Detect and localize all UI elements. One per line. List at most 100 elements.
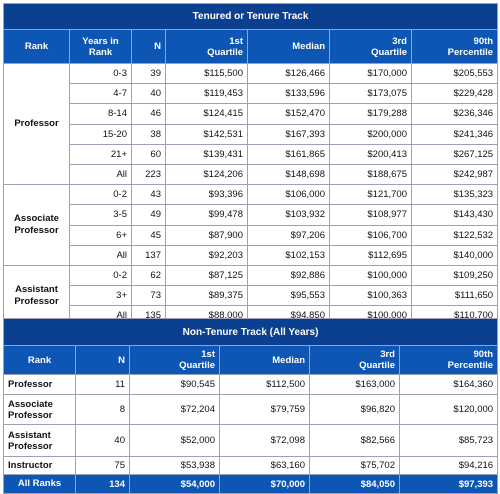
median-cell: $106,000: [247, 184, 330, 206]
n-cell: 8: [75, 394, 130, 425]
q3-cell: $188,675: [329, 163, 412, 186]
tenured-salary-table: Tenured or Tenure Track Rank Years in Ran…: [2, 3, 499, 347]
median-cell: $97,206: [247, 224, 330, 246]
q3-cell: $173,075: [329, 83, 412, 105]
col-header-rank: Rank: [3, 345, 76, 375]
rank-cell: Professor: [3, 374, 76, 395]
q1-cell: $139,431: [165, 143, 248, 165]
p90-cell: $242,987: [410, 163, 499, 186]
q3-cell: $200,000: [329, 123, 412, 145]
p90-cell: $135,323: [410, 184, 499, 206]
median-cell: $148,698: [247, 163, 330, 186]
q1-cell: $119,453: [165, 83, 248, 105]
table-row: All 137 $92,203 $102,153 $112,695 $140,000: [4, 244, 499, 266]
n-cell: 45: [131, 224, 166, 246]
col-header-n: N: [131, 29, 166, 64]
rank-cell: Professor: [3, 62, 70, 186]
q3-cell: $106,700: [329, 224, 412, 246]
q1-cell: $90,545: [129, 374, 220, 395]
table-row: All 223 $124,206 $148,698 $188,675 $242,987: [4, 163, 499, 186]
table-row: 21+ 60 $139,431 $161,865 $200,413 $267,125: [4, 143, 499, 165]
median-cell: $103,932: [247, 204, 330, 226]
p90-cell: $241,346: [410, 123, 499, 145]
years-cell: 21+: [69, 143, 132, 165]
table-row: Assistant Professor 40 $52,000 $72,098 $82,5…: [3, 424, 499, 457]
q1-cell: $92,203: [165, 244, 248, 266]
q1-cell: $115,500: [165, 62, 248, 85]
median-cell: $152,470: [247, 103, 330, 125]
p90-cell: $109,250: [410, 264, 499, 287]
rank-cell: Instructor: [3, 456, 76, 475]
n-cell: 40: [75, 424, 130, 457]
years-cell: 0-2: [69, 184, 132, 206]
n-cell: 134: [75, 474, 130, 494]
years-cell: 3+: [69, 285, 132, 307]
q3-cell: $82,566: [309, 424, 400, 457]
p90-cell: $205,553: [410, 62, 499, 85]
p90-cell: $85,723: [398, 424, 499, 457]
q1-cell: $87,900: [165, 224, 248, 246]
n-cell: 62: [131, 264, 166, 287]
years-cell: 6+: [69, 224, 132, 246]
col-header-n: N: [75, 345, 130, 375]
q1-cell: $89,375: [165, 285, 248, 307]
years-cell: All: [69, 244, 132, 266]
years-cell: All: [69, 163, 132, 186]
median-cell: $167,393: [247, 123, 330, 145]
p90-cell: $267,125: [410, 143, 499, 165]
col-header-rank: Rank: [3, 29, 70, 64]
p90-cell: $143,430: [410, 204, 499, 226]
nontenure-salary-table: Non-Tenure Track (All Years) Rank N 1st Q…: [2, 318, 499, 494]
q1-cell: $54,000: [129, 474, 220, 494]
q3-cell: $121,700: [329, 184, 412, 206]
years-cell: 0-2: [69, 264, 132, 287]
table-row: Associate Professor 0-2 43 $93,396 $106,000 $…: [3, 184, 499, 266]
n-cell: 60: [131, 143, 166, 165]
table-row: Professor 11 $90,545 $112,500 $163,000 $164,3…: [3, 374, 499, 395]
median-cell: $102,153: [247, 244, 330, 266]
q3-cell: $75,702: [309, 456, 400, 475]
q3-cell: $100,363: [329, 285, 412, 307]
p90-cell: $229,428: [410, 83, 499, 105]
rank-cell: All Ranks: [3, 474, 76, 494]
table-row: 3+ 73 $89,375 $95,553 $100,363 $111,650: [4, 285, 499, 307]
q3-cell: $163,000: [309, 374, 400, 395]
q1-cell: $53,938: [129, 456, 220, 475]
q1-cell: $52,000: [129, 424, 220, 457]
table-row: 8-14 46 $124,415 $152,470 $179,288 $236,346: [4, 103, 499, 125]
q1-cell: $72,204: [129, 394, 220, 425]
p90-cell: $111,650: [410, 285, 499, 307]
q1-cell: $99,478: [165, 204, 248, 226]
col-header-q1: 1st Quartile: [165, 29, 248, 64]
q1-cell: $124,206: [165, 163, 248, 186]
q3-cell: $112,695: [329, 244, 412, 266]
table-row: Associate Professor 8 $72,204 $79,759 $96,82…: [3, 394, 499, 425]
table-title: Non-Tenure Track (All Years): [2, 318, 499, 346]
col-header-median: Median: [247, 29, 330, 64]
p90-cell: $97,393: [398, 474, 499, 494]
total-row: All Ranks 134 $54,000 $70,000 $84,050 $97,393: [3, 474, 499, 494]
rank-cell: Associate Professor: [3, 394, 76, 425]
table-row: 6+ 45 $87,900 $97,206 $106,700 $122,532: [4, 224, 499, 246]
col-header-p90: 90th Percentile: [398, 345, 499, 375]
q1-cell: $124,415: [165, 103, 248, 125]
table-row: Instructor 75 $53,938 $63,160 $75,702 $94,216: [3, 456, 499, 475]
median-cell: $133,596: [247, 83, 330, 105]
q1-cell: $93,396: [165, 184, 248, 206]
median-cell: $70,000: [219, 474, 310, 494]
median-cell: $72,098: [219, 424, 310, 457]
q1-cell: $142,531: [165, 123, 248, 145]
q1-cell: $87,125: [165, 264, 248, 287]
rank-cell: Assistant Professor: [3, 424, 76, 457]
q3-cell: $170,000: [329, 62, 412, 85]
table-title: Tenured or Tenure Track: [2, 3, 499, 30]
years-cell: 3-5: [69, 204, 132, 226]
p90-cell: $94,216: [398, 456, 499, 475]
table-row: 4-7 40 $119,453 $133,596 $173,075 $229,428: [4, 83, 499, 105]
years-cell: 8-14: [69, 103, 132, 125]
years-cell: 15-20: [69, 123, 132, 145]
n-cell: 38: [131, 123, 166, 145]
table-row: 15-20 38 $142,531 $167,393 $200,000 $241,346: [4, 123, 499, 145]
table-row: Professor 0-3 39 $115,500 $126,466 $170,000 $2…: [3, 62, 499, 186]
n-cell: 43: [131, 184, 166, 206]
